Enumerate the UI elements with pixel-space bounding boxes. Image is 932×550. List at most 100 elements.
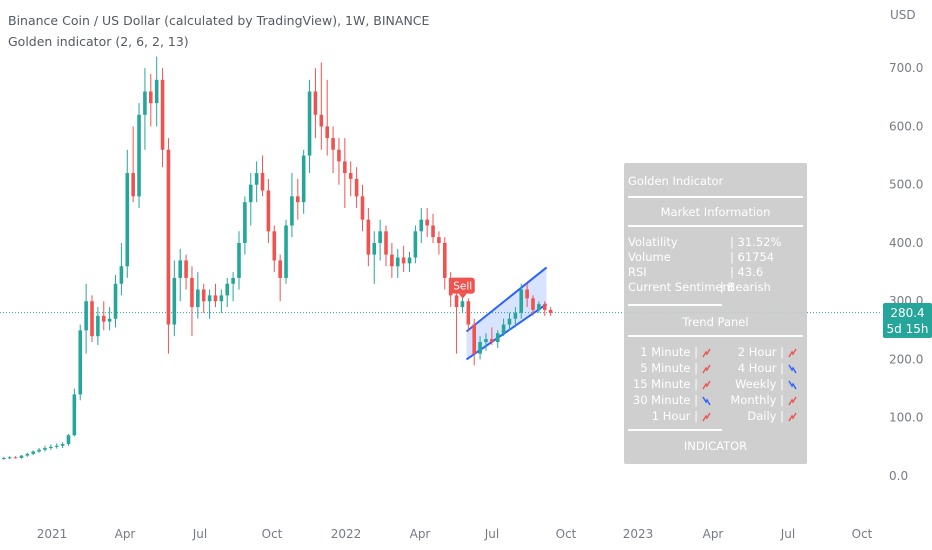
panel-footer: INDICATOR bbox=[683, 439, 748, 453]
panel-title: Golden Indicator bbox=[628, 174, 724, 188]
trend-timeframe: 15 Minute | bbox=[632, 377, 698, 391]
trend-timeframe: 1 Minute | bbox=[640, 345, 698, 359]
price-tick-label: 0.0 bbox=[889, 469, 908, 483]
candle-body bbox=[313, 91, 318, 115]
trend-down-icon bbox=[788, 380, 797, 389]
candle-body bbox=[531, 298, 535, 310]
trend-timeframe: Monthly | bbox=[730, 393, 784, 407]
candle-body bbox=[66, 435, 71, 444]
candle-body bbox=[407, 257, 412, 264]
trend-timeframe: 2 Hour | bbox=[737, 345, 784, 359]
sell-badge bbox=[450, 277, 475, 294]
candle-body bbox=[54, 445, 59, 447]
candle-body bbox=[519, 289, 524, 313]
market-info-header: Market Information bbox=[660, 205, 771, 219]
panel-divider bbox=[628, 429, 722, 431]
trend-timeframe: Daily | bbox=[747, 409, 784, 423]
candle-body bbox=[390, 254, 394, 267]
candle-body bbox=[484, 339, 488, 343]
time-tick-label: Oct bbox=[852, 527, 873, 541]
candle-body bbox=[395, 257, 400, 267]
price-tick-label: 200.0 bbox=[889, 352, 923, 366]
candle-body bbox=[537, 304, 541, 310]
time-tick-label: 2022 bbox=[331, 527, 362, 541]
panel-divider bbox=[628, 196, 803, 198]
candle-body bbox=[460, 301, 465, 308]
candle-body bbox=[360, 196, 365, 220]
candle-body bbox=[137, 114, 141, 197]
trend-timeframe: 5 Minute | bbox=[640, 361, 698, 375]
candle-body bbox=[190, 277, 194, 308]
candle-body bbox=[248, 184, 253, 203]
channel-upper-line bbox=[465, 266, 548, 333]
market-value: | Bearish bbox=[720, 280, 771, 294]
candle-body bbox=[466, 301, 471, 325]
candle-body bbox=[225, 283, 230, 296]
candle-body bbox=[219, 295, 224, 302]
trend-row-left: 30 Minute | bbox=[633, 393, 711, 407]
candle-body bbox=[284, 225, 288, 278]
candle-body bbox=[260, 173, 265, 191]
market-value: | 31.52% bbox=[730, 235, 782, 249]
candle-body bbox=[107, 318, 112, 322]
candle-body bbox=[296, 196, 300, 203]
candle-body bbox=[307, 91, 312, 156]
candle-body bbox=[354, 178, 359, 197]
last-price-badge: 280.4 5d 15h bbox=[883, 303, 932, 338]
candle-body bbox=[272, 231, 277, 261]
trend-row-right: Weekly | bbox=[735, 377, 797, 391]
candles bbox=[2, 56, 553, 460]
trend-row-right: Monthly | bbox=[730, 393, 797, 407]
trend-timeframe: 1 Hour | bbox=[651, 409, 698, 423]
time-tick-label: Jul bbox=[192, 527, 207, 541]
market-value: | 43.6 bbox=[730, 265, 764, 279]
candle-body bbox=[125, 173, 130, 267]
candle-body bbox=[154, 79, 159, 104]
candle-body bbox=[237, 242, 241, 278]
price-tick-label: 500.0 bbox=[889, 178, 923, 192]
candle-body bbox=[119, 266, 124, 284]
time-tick-label: Jul bbox=[484, 527, 499, 541]
trend-timeframe: 4 Hour | bbox=[737, 361, 784, 375]
candle-body bbox=[413, 231, 418, 258]
candle-body bbox=[378, 231, 382, 243]
indicator-legend[interactable]: Golden indicator (2, 6, 2, 13) bbox=[8, 34, 189, 49]
candle-body bbox=[478, 342, 482, 354]
price-tick-label: 100.0 bbox=[889, 411, 923, 425]
candle-body bbox=[343, 161, 347, 174]
candle-body bbox=[7, 457, 12, 459]
candle-body bbox=[501, 324, 506, 334]
candle-body bbox=[495, 333, 500, 343]
trend-row-left: 1 Hour | bbox=[652, 409, 711, 423]
price-tick-label: 700.0 bbox=[889, 61, 923, 75]
market-label: Volatility bbox=[628, 235, 678, 249]
candle-body bbox=[437, 237, 441, 243]
candle-body bbox=[184, 260, 188, 278]
candle-body bbox=[31, 451, 35, 454]
price-tick-label: 400.0 bbox=[889, 236, 923, 250]
candle-body bbox=[96, 315, 100, 337]
candle-body bbox=[60, 443, 65, 446]
candle-body bbox=[160, 79, 165, 150]
trend-down-icon bbox=[788, 364, 797, 373]
candle-body bbox=[490, 339, 494, 343]
candle-body bbox=[431, 225, 435, 238]
candle-body bbox=[507, 318, 512, 325]
price-tick-label: 600.0 bbox=[889, 119, 923, 133]
candle-body bbox=[448, 277, 453, 296]
candle-body bbox=[278, 260, 282, 278]
candle-body bbox=[525, 289, 529, 299]
trend-row-right: 4 Hour | bbox=[738, 361, 797, 375]
candle-body bbox=[372, 242, 377, 255]
candle-body bbox=[254, 173, 259, 185]
time-tick-label: Oct bbox=[262, 527, 283, 541]
candle-body bbox=[178, 260, 182, 278]
sell-pointer bbox=[458, 293, 467, 299]
candle-body bbox=[43, 448, 47, 450]
chart-header: Binance Coin / US Dollar (calculated by … bbox=[8, 10, 429, 52]
time-tick-label: Oct bbox=[556, 527, 577, 541]
candle-body bbox=[319, 114, 324, 127]
candle-body bbox=[337, 149, 341, 162]
